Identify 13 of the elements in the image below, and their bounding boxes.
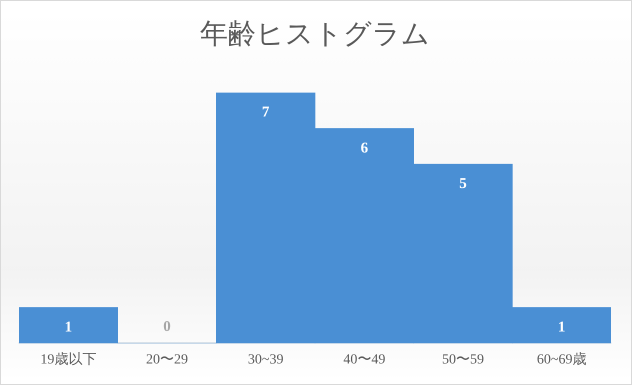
x-tick-label: 30~39 — [248, 352, 284, 368]
x-tick-label: 50〜59 — [442, 352, 484, 368]
x-tick-label: 19歳以下 — [40, 351, 96, 368]
chart-title: 年齢ヒストグラム — [200, 19, 430, 50]
data-label: 7 — [262, 104, 270, 120]
data-label: 0 — [163, 319, 171, 336]
data-label: 5 — [459, 176, 467, 192]
x-tick-label: 40〜49 — [343, 352, 386, 368]
x-tick-label: 60~69歳 — [536, 351, 586, 368]
data-label: 1 — [558, 319, 566, 336]
data-label: 1 — [64, 319, 72, 336]
x-tick-label: 20〜29 — [146, 352, 188, 368]
data-label: 6 — [360, 140, 369, 156]
